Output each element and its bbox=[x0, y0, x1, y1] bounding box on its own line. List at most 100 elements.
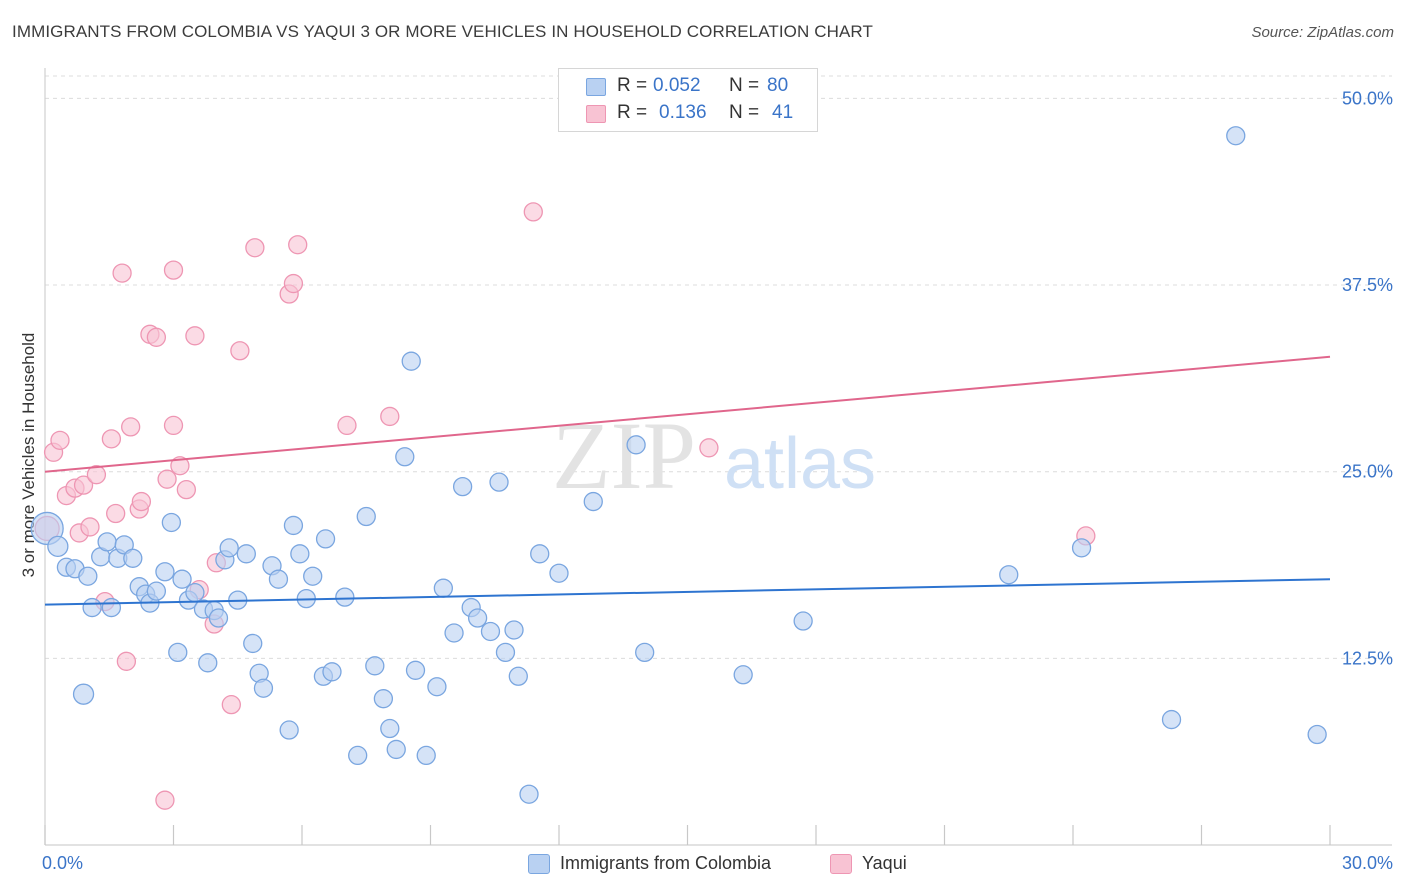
legend-n-label: N = bbox=[729, 102, 760, 123]
data-point bbox=[72, 683, 95, 705]
data-point bbox=[386, 739, 406, 760]
data-point bbox=[1226, 126, 1246, 146]
legend-r-label: R = bbox=[617, 102, 648, 123]
data-point bbox=[444, 623, 464, 643]
source-note: Source: ZipAtlas.com bbox=[1251, 24, 1394, 41]
data-point bbox=[73, 475, 94, 495]
data-point bbox=[626, 435, 646, 455]
tick-labels: 12.5% 25.0% 37.5% 50.0% 0.0% 30.0% bbox=[42, 88, 1393, 873]
data-point bbox=[219, 538, 239, 558]
x-tick-label: 30.0% bbox=[1342, 853, 1393, 873]
data-point bbox=[489, 472, 509, 492]
watermark: ZIP atlas bbox=[552, 402, 876, 509]
legend: R = 0.052 N = 80 R = 0.136 N = 41 bbox=[558, 68, 818, 132]
data-point bbox=[283, 515, 304, 536]
data-point bbox=[155, 790, 175, 810]
data-point bbox=[583, 491, 603, 512]
data-point bbox=[123, 548, 143, 568]
data-point bbox=[155, 562, 175, 582]
legend-r-value: 0.136 bbox=[659, 102, 707, 123]
yaqui-points bbox=[34, 202, 1096, 810]
x-tick-label: 0.0% bbox=[42, 853, 83, 873]
bottom-legend-label: Yaqui bbox=[862, 853, 907, 873]
data-point bbox=[1161, 709, 1182, 730]
data-point bbox=[348, 745, 368, 766]
y-tick-label: 37.5% bbox=[1342, 275, 1393, 295]
data-point bbox=[116, 651, 137, 671]
legend-row-yaqui: R = 0.136 N = 41 bbox=[559, 101, 817, 127]
data-point bbox=[78, 566, 98, 586]
watermark-atlas: atlas bbox=[724, 424, 876, 504]
data-point bbox=[163, 260, 184, 280]
data-point bbox=[198, 653, 218, 673]
data-point bbox=[106, 503, 126, 524]
data-point bbox=[335, 587, 355, 607]
data-point bbox=[380, 406, 400, 427]
data-point bbox=[101, 597, 122, 618]
data-point bbox=[121, 417, 141, 437]
data-point bbox=[467, 608, 488, 628]
data-point bbox=[176, 479, 197, 500]
legend-r-label: R = bbox=[617, 75, 648, 96]
chart-title: IMMIGRANTS FROM COLOMBIA VS YAQUI 3 OR M… bbox=[12, 22, 873, 41]
data-point bbox=[699, 438, 719, 458]
data-point bbox=[452, 476, 473, 497]
data-point bbox=[236, 544, 256, 564]
data-point bbox=[172, 569, 192, 589]
trend-lines bbox=[44, 355, 1331, 606]
data-point bbox=[86, 465, 107, 485]
legend-row-colombia: R = 0.052 N = 80 bbox=[559, 74, 817, 100]
data-point bbox=[253, 678, 274, 698]
data-point bbox=[112, 263, 132, 283]
grid-lines bbox=[45, 75, 1392, 659]
data-point bbox=[168, 642, 188, 663]
data-point bbox=[131, 491, 152, 512]
bottom-legend-label: Immigrants from Colombia bbox=[560, 853, 772, 873]
legend-swatch-blue bbox=[586, 78, 606, 96]
data-point bbox=[288, 235, 308, 255]
y-tick-label: 50.0% bbox=[1342, 88, 1393, 108]
data-point bbox=[185, 326, 205, 346]
data-point bbox=[243, 633, 263, 654]
data-point bbox=[635, 642, 655, 663]
data-point bbox=[170, 456, 190, 476]
legend-n-label: N = bbox=[729, 75, 760, 96]
data-point bbox=[283, 273, 304, 294]
colombia-points bbox=[30, 126, 1327, 804]
data-point bbox=[356, 506, 376, 527]
data-point bbox=[279, 720, 299, 740]
data-point bbox=[163, 415, 184, 436]
data-point bbox=[519, 784, 539, 804]
data-point bbox=[480, 621, 501, 642]
legend-n-value: 41 bbox=[772, 102, 794, 123]
bottom-swatch-pink bbox=[830, 854, 852, 874]
data-point bbox=[157, 469, 177, 489]
data-point bbox=[405, 660, 426, 680]
data-point bbox=[80, 517, 100, 537]
data-point bbox=[1307, 724, 1327, 745]
data-point bbox=[208, 608, 229, 628]
data-point bbox=[530, 544, 550, 564]
data-point bbox=[82, 597, 102, 618]
data-point bbox=[395, 447, 415, 467]
data-point bbox=[373, 689, 394, 709]
data-point bbox=[322, 662, 342, 682]
legend-r-value: 0.052 bbox=[653, 75, 701, 96]
data-point bbox=[47, 535, 69, 558]
y-tick-label: 12.5% bbox=[1342, 648, 1393, 668]
bottom-swatch-blue bbox=[528, 854, 550, 874]
data-point bbox=[146, 581, 167, 601]
data-point bbox=[268, 569, 289, 589]
data-point bbox=[303, 566, 323, 586]
data-point bbox=[427, 677, 447, 697]
data-point bbox=[97, 532, 117, 552]
data-point bbox=[290, 544, 310, 564]
yaqui-trend-line bbox=[44, 355, 1331, 473]
watermark-zip: ZIP bbox=[552, 402, 696, 509]
data-point bbox=[230, 341, 250, 361]
colombia-trend-line bbox=[44, 578, 1331, 606]
y-tick-label: 25.0% bbox=[1342, 462, 1393, 482]
data-point bbox=[1071, 538, 1092, 558]
data-point bbox=[380, 718, 400, 739]
